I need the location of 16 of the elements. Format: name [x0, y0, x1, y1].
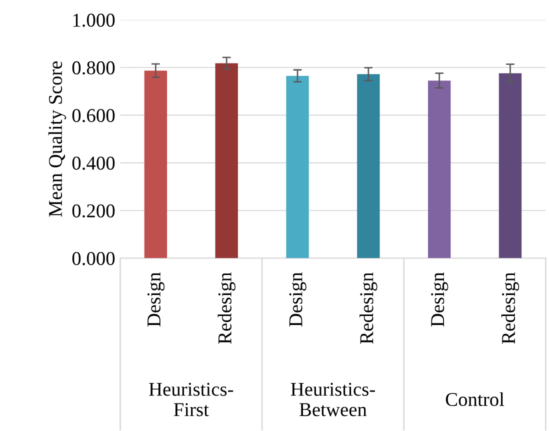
x-tick-label: Design: [431, 272, 448, 327]
y-tick-label: 0.600: [72, 108, 115, 122]
text: Control: [446, 392, 504, 406]
text: Heuristics- Between: [290, 382, 375, 416]
y-tick-label: 0.000: [72, 252, 115, 266]
x-tick-label: Redesign: [360, 272, 378, 344]
y-tick-label: 1.000: [73, 14, 115, 27]
y-tick-label: 0.400: [72, 156, 115, 170]
y-tick-label: 0.800: [72, 61, 115, 75]
x-tick-label: Design: [147, 272, 165, 327]
x-tick-label: Redesign: [218, 272, 236, 344]
y-axis-title: Mean Quality Score: [48, 61, 66, 217]
y-tick-label: 0.200: [72, 204, 115, 218]
x-tick-label: Design: [289, 272, 306, 327]
x-tick-label: Redesign: [501, 272, 520, 344]
text: Heuristics- First: [149, 382, 234, 416]
